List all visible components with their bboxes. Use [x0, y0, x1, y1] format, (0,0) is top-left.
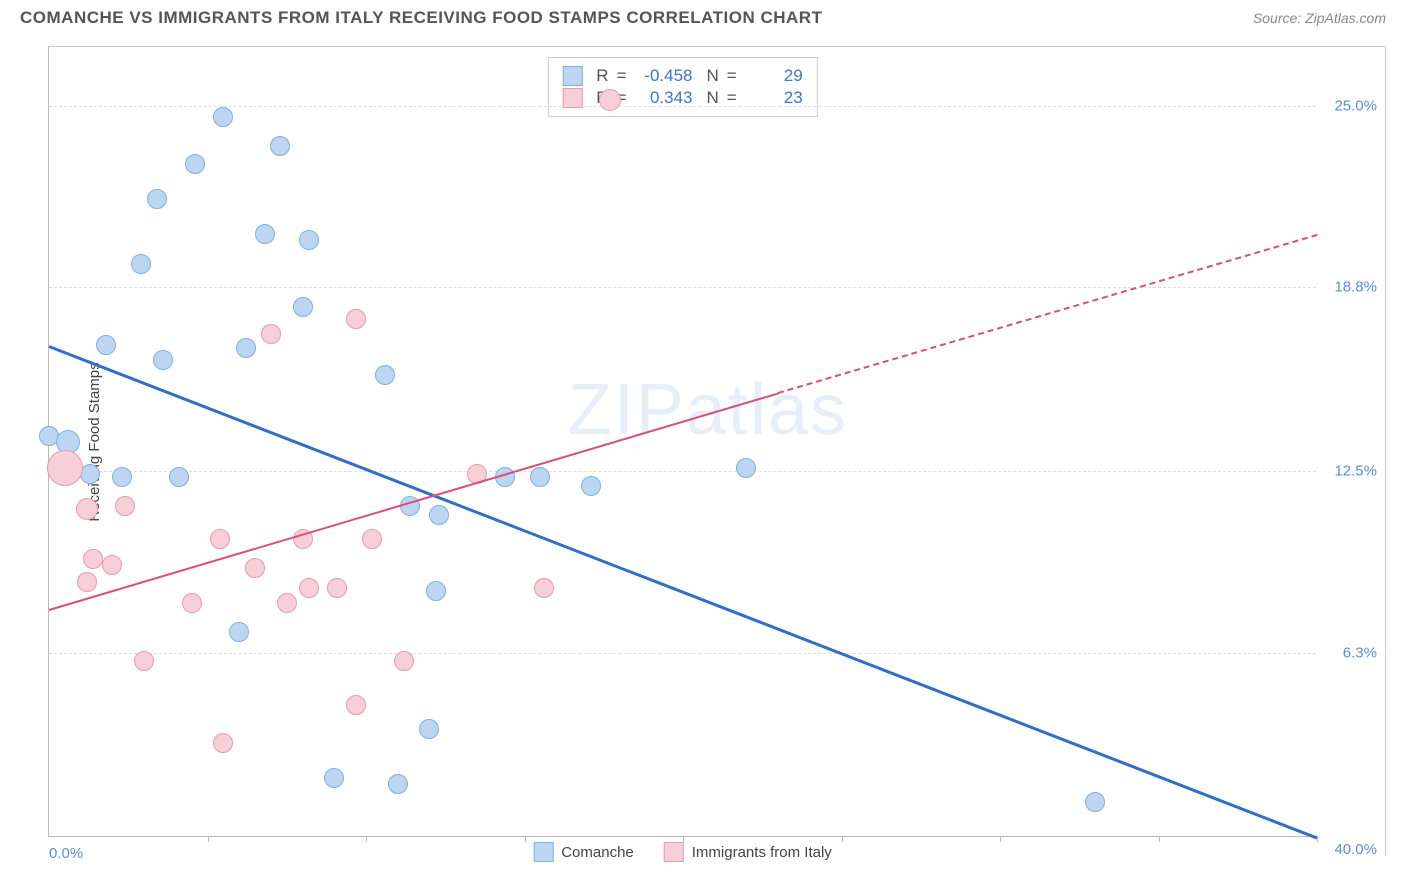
x-tick — [683, 836, 684, 842]
plot-area: ZIPatlas Receiving Food Stamps 0.0% R = … — [48, 47, 1316, 837]
data-point — [324, 768, 344, 788]
data-point — [185, 154, 205, 174]
legend-item-0: Comanche — [533, 842, 634, 862]
data-point — [327, 578, 347, 598]
source-name: ZipAtlas.com — [1305, 10, 1386, 26]
data-point — [245, 558, 265, 578]
legend-label-0: Comanche — [561, 844, 634, 861]
data-point — [210, 529, 230, 549]
chart-area: ZIPatlas Receiving Food Stamps 0.0% R = … — [48, 46, 1386, 856]
stat-n-label: N — [707, 66, 719, 86]
data-point — [115, 496, 135, 516]
source-prefix: Source: — [1253, 10, 1305, 26]
data-point — [213, 733, 233, 753]
legend: Comanche Immigrants from Italy — [533, 842, 832, 862]
data-point — [277, 593, 297, 613]
y-tick-label: 25.0% — [1334, 97, 1377, 114]
data-point — [147, 189, 167, 209]
x-axis-end-label: 40.0% — [1334, 841, 1377, 858]
data-point — [293, 297, 313, 317]
data-point — [299, 230, 319, 250]
data-point — [346, 309, 366, 329]
data-point — [134, 651, 154, 671]
data-point — [77, 572, 97, 592]
watermark-atlas: atlas — [686, 370, 848, 450]
x-tick — [366, 836, 367, 842]
chart-title: COMANCHE VS IMMIGRANTS FROM ITALY RECEIV… — [20, 8, 822, 28]
x-tick — [525, 836, 526, 842]
data-point — [102, 555, 122, 575]
legend-swatch-0 — [533, 842, 553, 862]
stat-r-value-0: -0.458 — [635, 66, 693, 86]
stat-r-label: R — [596, 66, 608, 86]
gridline — [49, 106, 1316, 107]
data-point — [80, 464, 100, 484]
stats-box: R = -0.458 N = 29 R = 0.343 N = 23 — [547, 57, 817, 117]
data-point — [96, 335, 116, 355]
data-point — [47, 450, 83, 486]
x-tick — [1159, 836, 1160, 842]
stats-row-series-0: R = -0.458 N = 29 — [562, 66, 802, 86]
data-point — [229, 622, 249, 642]
trend-line — [778, 234, 1317, 394]
data-point — [236, 338, 256, 358]
source-credit: Source: ZipAtlas.com — [1253, 10, 1386, 26]
data-point — [426, 581, 446, 601]
data-point — [388, 774, 408, 794]
data-point — [213, 107, 233, 127]
y-tick-label: 18.8% — [1334, 278, 1377, 295]
watermark: ZIPatlas — [568, 369, 848, 451]
data-point — [182, 593, 202, 613]
gridline — [49, 653, 1316, 654]
data-point — [736, 458, 756, 478]
data-point — [346, 695, 366, 715]
gridline — [49, 287, 1316, 288]
legend-label-1: Immigrants from Italy — [692, 844, 832, 861]
y-tick-label: 6.3% — [1343, 644, 1377, 661]
data-point — [419, 719, 439, 739]
data-point — [1085, 792, 1105, 812]
stat-n-value-0: 29 — [745, 66, 803, 86]
data-point — [76, 498, 98, 520]
x-tick — [842, 836, 843, 842]
y-axis-title: Receiving Food Stamps — [86, 362, 103, 521]
data-point — [429, 505, 449, 525]
trend-line — [49, 392, 779, 610]
stat-eq: = — [617, 66, 627, 86]
data-point — [362, 529, 382, 549]
data-point — [112, 467, 132, 487]
data-point — [131, 254, 151, 274]
data-point — [83, 549, 103, 569]
legend-swatch-1 — [664, 842, 684, 862]
x-tick — [1000, 836, 1001, 842]
data-point — [169, 467, 189, 487]
stat-eq: = — [727, 66, 737, 86]
legend-item-1: Immigrants from Italy — [664, 842, 832, 862]
header: COMANCHE VS IMMIGRANTS FROM ITALY RECEIV… — [0, 0, 1406, 32]
data-point — [394, 651, 414, 671]
data-point — [261, 324, 281, 344]
gridline — [49, 471, 1316, 472]
y-tick-label: 12.5% — [1334, 463, 1377, 480]
data-point — [375, 365, 395, 385]
data-point — [581, 476, 601, 496]
data-point — [153, 350, 173, 370]
data-point — [534, 578, 554, 598]
x-tick — [208, 836, 209, 842]
data-point — [530, 467, 550, 487]
data-point — [599, 89, 621, 111]
data-point — [299, 578, 319, 598]
data-point — [255, 224, 275, 244]
swatch-series-0 — [562, 66, 582, 86]
data-point — [270, 136, 290, 156]
x-axis-start-label: 0.0% — [49, 845, 83, 862]
